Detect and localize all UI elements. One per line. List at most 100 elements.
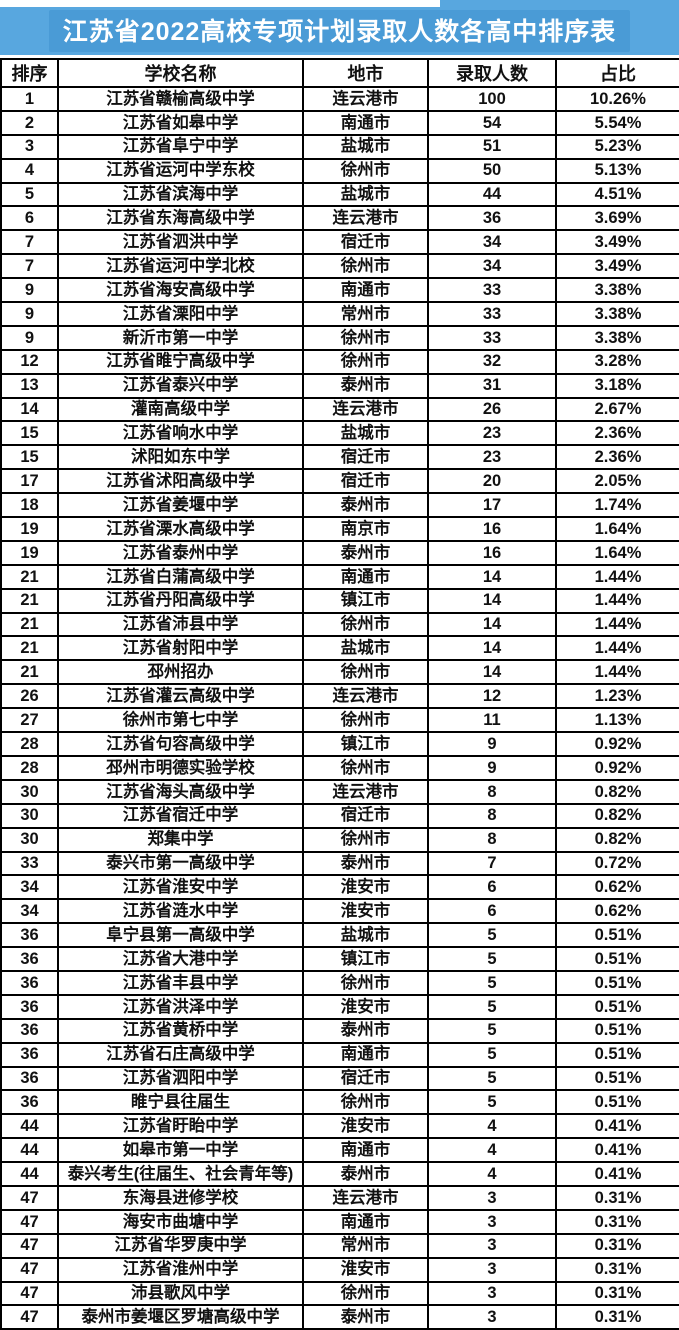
cell-rank: 30 xyxy=(0,802,59,829)
cell-city: 徐州市 xyxy=(302,826,429,853)
cell-city: 宿迁市 xyxy=(302,468,429,495)
cell-school: 江苏省海安高级中学 xyxy=(57,277,304,304)
cell-count: 23 xyxy=(427,420,557,447)
cell-school: 江苏省华罗庚中学 xyxy=(57,1232,304,1259)
cell-rank: 34 xyxy=(0,874,59,901)
cell-school: 如皋市第一中学 xyxy=(57,1137,304,1164)
cell-school: 江苏省涟水中学 xyxy=(57,898,304,925)
cell-ratio: 3.38% xyxy=(555,277,679,304)
cell-ratio: 1.23% xyxy=(555,683,679,710)
cell-count: 4 xyxy=(427,1113,557,1140)
cell-ratio: 0.62% xyxy=(555,874,679,901)
cell-rank: 36 xyxy=(0,969,59,996)
title-table-gap xyxy=(0,55,679,58)
cell-school: 邳州市明德实验学校 xyxy=(57,754,304,781)
table-row: 7 江苏省运河中学北校 徐州市 34 3.49% xyxy=(0,253,679,280)
cell-school: 江苏省黄桥中学 xyxy=(57,1017,304,1044)
cell-count: 5 xyxy=(427,1089,557,1116)
table-row: 21 江苏省白蒲高级中学 南通市 14 1.44% xyxy=(0,563,679,590)
cell-count: 34 xyxy=(427,229,557,256)
cell-count: 16 xyxy=(427,516,557,542)
cell-rank: 21 xyxy=(0,587,59,614)
cell-ratio: 1.44% xyxy=(555,587,679,614)
cell-city: 宿迁市 xyxy=(302,229,429,256)
cell-rank: 44 xyxy=(0,1113,59,1140)
cell-ratio: 0.51% xyxy=(555,969,679,996)
cell-city: 南通市 xyxy=(302,1041,429,1068)
cell-ratio: 0.31% xyxy=(555,1280,679,1307)
cell-city: 镇江市 xyxy=(302,946,429,972)
cell-ratio: 1.74% xyxy=(555,492,679,519)
table-row: 36 江苏省大港中学 镇江市 5 0.51% xyxy=(0,946,679,972)
cell-school: 江苏省溧水高级中学 xyxy=(57,516,304,542)
table-row: 47 沛县歌风中学 徐州市 3 0.31% xyxy=(0,1280,679,1307)
cell-school: 江苏省阜宁中学 xyxy=(57,133,304,160)
table-row: 7 江苏省泗洪中学 宿迁市 34 3.49% xyxy=(0,229,679,256)
cell-count: 26 xyxy=(427,396,557,423)
cell-school: 江苏省泗阳中学 xyxy=(57,1065,304,1092)
cell-ratio: 0.51% xyxy=(555,993,679,1020)
cell-school: 江苏省海头高级中学 xyxy=(57,778,304,805)
cell-ratio: 0.31% xyxy=(555,1184,679,1211)
cell-city: 淮安市 xyxy=(302,1256,429,1283)
cell-count: 51 xyxy=(427,133,557,160)
cell-school: 江苏省大港中学 xyxy=(57,946,304,972)
cell-city: 连云港市 xyxy=(302,683,429,710)
cell-school: 江苏省淮安中学 xyxy=(57,874,304,901)
cell-city: 宿迁市 xyxy=(302,802,429,829)
cell-count: 54 xyxy=(427,109,557,136)
cell-school: 江苏省睢宁高级中学 xyxy=(57,348,304,375)
cell-rank: 21 xyxy=(0,611,59,638)
table-row: 13 江苏省泰兴中学 泰州市 31 3.18% xyxy=(0,372,679,399)
cell-city: 徐州市 xyxy=(302,324,429,351)
cell-count: 6 xyxy=(427,898,557,925)
cell-count: 5 xyxy=(427,1065,557,1092)
table-row: 19 江苏省泰州中学 泰州市 16 1.64% xyxy=(0,539,679,566)
cell-rank: 44 xyxy=(0,1137,59,1164)
cell-city: 常州市 xyxy=(302,301,429,327)
cell-count: 50 xyxy=(427,157,557,184)
cell-rank: 30 xyxy=(0,826,59,853)
cell-rank: 21 xyxy=(0,563,59,590)
cell-count: 3 xyxy=(427,1256,557,1283)
cell-ratio: 1.44% xyxy=(555,635,679,662)
cell-rank: 2 xyxy=(0,109,59,136)
cell-rank: 21 xyxy=(0,659,59,686)
cell-school: 江苏省丹阳高级中学 xyxy=(57,587,304,614)
cell-city: 盐城市 xyxy=(302,635,429,662)
cell-school: 江苏省白蒲高级中学 xyxy=(57,563,304,590)
cell-city: 连云港市 xyxy=(302,86,429,112)
table-body: 1 江苏省赣榆高级中学 连云港市 100 10.26% 2 江苏省如皋中学 南通市 54 5.54… xyxy=(0,86,679,1330)
cell-city: 连云港市 xyxy=(302,205,429,232)
cell-rank: 28 xyxy=(0,731,59,757)
table-row: 47 海安市曲塘中学 南通市 3 0.31% xyxy=(0,1208,679,1235)
cell-school: 江苏省洪泽中学 xyxy=(57,993,304,1020)
table-row: 47 江苏省淮州中学 淮安市 3 0.31% xyxy=(0,1256,679,1283)
cell-ratio: 0.51% xyxy=(555,946,679,972)
cell-ratio: 0.51% xyxy=(555,922,679,949)
cell-ratio: 3.49% xyxy=(555,253,679,280)
cell-rank: 28 xyxy=(0,754,59,781)
table-row: 3 江苏省阜宁中学 盐城市 51 5.23% xyxy=(0,133,679,160)
cell-city: 宿迁市 xyxy=(302,1065,429,1092)
cell-rank: 36 xyxy=(0,993,59,1020)
cell-ratio: 2.36% xyxy=(555,420,679,447)
cell-ratio: 5.13% xyxy=(555,157,679,184)
cell-city: 南通市 xyxy=(302,109,429,136)
cell-city: 镇江市 xyxy=(302,587,429,614)
cell-school: 江苏省姜堰中学 xyxy=(57,492,304,519)
cell-school: 徐州市第七中学 xyxy=(57,707,304,734)
cell-count: 33 xyxy=(427,324,557,351)
cell-school: 江苏省宿迁中学 xyxy=(57,802,304,829)
cell-count: 44 xyxy=(427,181,557,208)
table-row: 1 江苏省赣榆高级中学 连云港市 100 10.26% xyxy=(0,86,679,112)
cell-city: 盐城市 xyxy=(302,181,429,208)
cell-count: 12 xyxy=(427,683,557,710)
cell-rank: 33 xyxy=(0,850,59,877)
cell-ratio: 10.26% xyxy=(555,86,679,112)
table-row: 36 阜宁县第一高级中学 盐城市 5 0.51% xyxy=(0,922,679,949)
cell-school: 江苏省句容高级中学 xyxy=(57,731,304,757)
cell-ratio: 0.92% xyxy=(555,754,679,781)
cell-count: 5 xyxy=(427,946,557,972)
cell-rank: 36 xyxy=(0,1017,59,1044)
